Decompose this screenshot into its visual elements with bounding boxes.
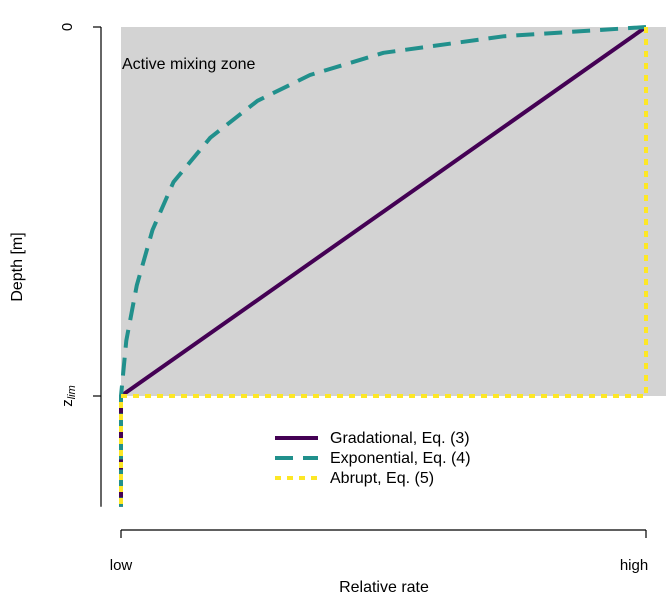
series-layer [119,25,648,507]
series-line-2 [119,27,648,507]
legend-label-2: Abrupt, Eq. (5) [330,470,434,487]
y-tick-label-top: 0 [59,23,76,31]
legend: Gradational, Eq. (3) Exponential, Eq. (4)… [275,430,471,487]
legend-label-1: Exponential, Eq. (4) [330,450,471,467]
x-tick-label-high: high [620,557,648,574]
series-line-1 [119,25,647,507]
x-tick-label-low: low [110,557,133,574]
y-axis-label: Depth [m] [9,232,26,301]
zlim-base: z [59,399,76,407]
zlim-subscript: lim [66,385,78,399]
y-tick-label-zlim: zlim [59,385,78,407]
x-axis-label: Relative rate [339,579,429,596]
legend-label-0: Gradational, Eq. (3) [330,430,470,447]
tick-layer [93,26,647,538]
region-annotation: Active mixing zone [122,56,255,73]
